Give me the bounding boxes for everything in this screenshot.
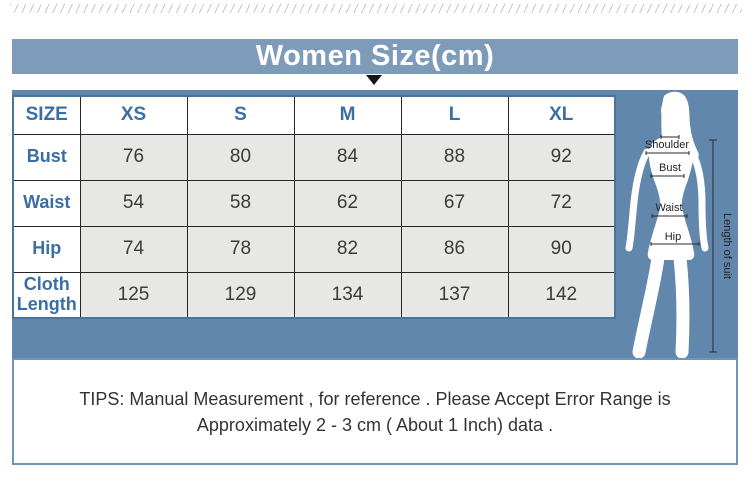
col-header-l: L: [400, 95, 509, 135]
hip-dimension-line: [650, 242, 700, 246]
table-cell: 90: [507, 225, 616, 273]
title-bar: Women Size(cm): [12, 39, 738, 74]
header-row: SIZE XS S M L XL: [12, 95, 616, 135]
col-header-m: M: [293, 95, 402, 135]
tips-box: TIPS: Manual Measurement , for reference…: [12, 358, 738, 465]
table-cell: 62: [293, 179, 402, 227]
length-of-suit-label: Length of suit: [721, 213, 733, 279]
table-cell: 74: [79, 225, 188, 273]
shoulder-dimension-line: [645, 135, 690, 155]
col-header-size: SIZE: [12, 95, 81, 135]
col-header-xs: XS: [79, 95, 188, 135]
table-cell: 54: [79, 179, 188, 227]
table-row-cloth-length: Cloth Length 125 129 134 137 142: [12, 271, 616, 319]
row-label: Bust: [12, 133, 81, 181]
table-cell: 58: [186, 179, 295, 227]
table-cell: 72: [507, 179, 616, 227]
woman-silhouette-icon: [625, 91, 709, 358]
length-dimension-line: [709, 139, 717, 353]
table-cell: 80: [186, 133, 295, 181]
table-cell: 67: [400, 179, 509, 227]
table-cell: 82: [293, 225, 402, 273]
down-triangle-icon: [366, 75, 382, 85]
table-row-hip: Hip 74 78 82 86 90: [12, 225, 616, 273]
table-cell: 137: [400, 271, 509, 319]
table-row-waist: Waist 54 58 62 67 72: [12, 179, 616, 227]
col-header-xl: XL: [507, 95, 616, 135]
size-table: SIZE XS S M L XL Bust 76 80 84 88 92: [12, 95, 616, 319]
table-cell: 142: [507, 271, 616, 319]
waist-dimension-line: [651, 214, 688, 218]
content-panel: SIZE XS S M L XL Bust 76 80 84 88 92: [12, 90, 738, 358]
tips-line1: TIPS: Manual Measurement , for reference…: [79, 388, 671, 409]
table-cell: 76: [79, 133, 188, 181]
shoulder-label: Shoulder: [645, 139, 689, 151]
table-cell: 125: [79, 271, 188, 319]
row-label: Hip: [12, 225, 81, 273]
bust-label: Bust: [659, 162, 681, 174]
table-cell: 88: [400, 133, 509, 181]
row-label: Cloth Length: [12, 271, 81, 319]
waist-label: Waist: [655, 202, 682, 214]
page-title: Women Size(cm): [255, 40, 495, 72]
hip-label: Hip: [665, 231, 682, 243]
col-header-s: S: [186, 95, 295, 135]
bust-dimension-line: [650, 174, 685, 178]
table-cell: 129: [186, 271, 295, 319]
row-label: Waist: [12, 179, 81, 227]
table-cell: 78: [186, 225, 295, 273]
table-cell: 84: [293, 133, 402, 181]
top-hatch-decoration: [10, 4, 742, 13]
tips-line2: Approximately 2 - 3 cm ( About 1 Inch) d…: [196, 414, 554, 435]
measurement-figure: Shoulder Bust Waist Hip Length of suit: [625, 91, 733, 358]
table-cell: 92: [507, 133, 616, 181]
table-row-bust: Bust 76 80 84 88 92: [12, 133, 616, 181]
table-cell: 86: [400, 225, 509, 273]
table-cell: 134: [293, 271, 402, 319]
